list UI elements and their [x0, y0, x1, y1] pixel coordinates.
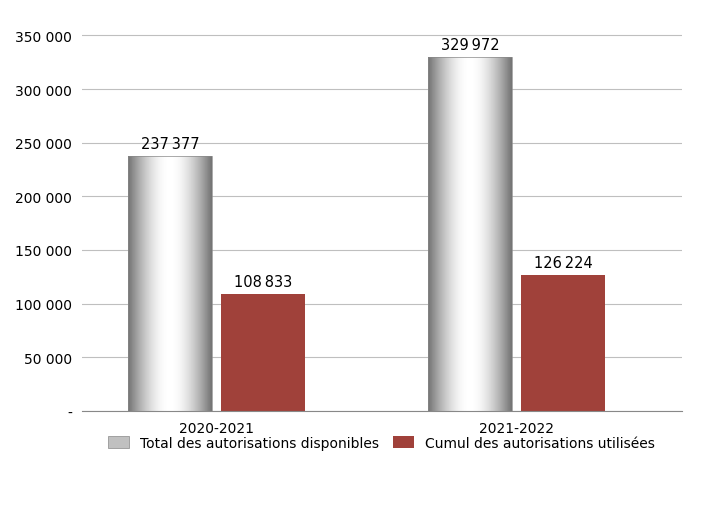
Text: 108 833: 108 833 [234, 274, 292, 289]
Text: 329 972: 329 972 [441, 37, 499, 53]
Bar [521, 276, 605, 411]
Bar [128, 157, 212, 411]
Text: 126 224: 126 224 [534, 256, 593, 271]
Bar [428, 58, 512, 411]
Text: 237 377: 237 377 [141, 137, 200, 152]
Bar [221, 294, 305, 411]
Legend: Total des autorisations disponibles, Cumul des autorisations utilisées: Total des autorisations disponibles, Cum… [103, 431, 661, 456]
